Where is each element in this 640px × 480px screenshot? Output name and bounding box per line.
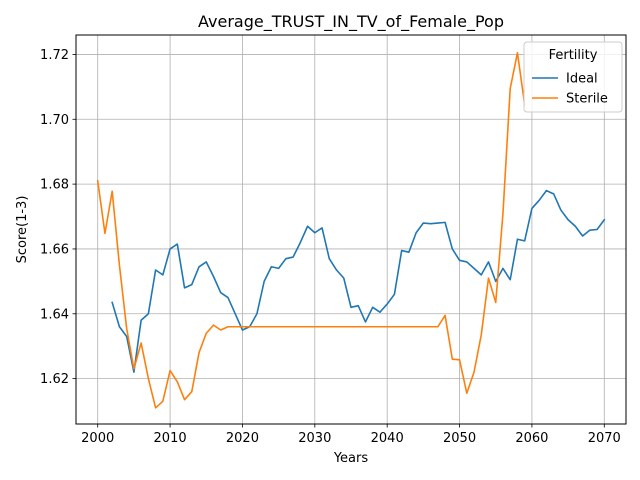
plot-frame (75, 34, 627, 425)
legend-title: Fertility (549, 48, 598, 63)
legend-label-sterile: Sterile (566, 92, 608, 107)
y-axis-ticks: 1.62 1.64 1.66 1.68 1.70 1.72 (40, 48, 76, 387)
legend: Fertility Ideal Sterile (523, 41, 623, 113)
x-tick-label: 2000 (81, 431, 114, 446)
x-tick-label: 2020 (226, 431, 259, 446)
x-tick-label: 2030 (298, 431, 331, 446)
x-tick-label: 2050 (443, 431, 476, 446)
y-tick-label: 1.62 (40, 372, 69, 387)
x-axis-label: Years (333, 451, 369, 466)
x-tick-label: 2070 (588, 431, 621, 446)
legend-label-ideal: Ideal (566, 72, 598, 87)
y-axis-label: Score(1-3) (15, 196, 30, 264)
chart-title: Average_TRUST_IN_TV_of_Female_Pop (198, 12, 504, 32)
y-tick-label: 1.68 (40, 178, 69, 193)
series-line-ideal (111, 189, 606, 373)
x-tick-label: 2040 (371, 431, 404, 446)
series-lines (96, 52, 606, 409)
y-tick-label: 1.64 (40, 307, 69, 322)
y-tick-label: 1.70 (40, 113, 69, 128)
x-tick-label: 2060 (515, 431, 548, 446)
x-tick-label: 2010 (154, 431, 187, 446)
legend-items: Ideal Sterile (532, 72, 608, 107)
y-tick-label: 1.66 (40, 242, 69, 257)
series-line-sterile (96, 52, 526, 409)
y-tick-label: 1.72 (40, 48, 69, 63)
x-axis-ticks: 2000 2010 2020 2030 2040 2050 2060 2070 (81, 424, 621, 446)
legend-box (523, 41, 623, 113)
